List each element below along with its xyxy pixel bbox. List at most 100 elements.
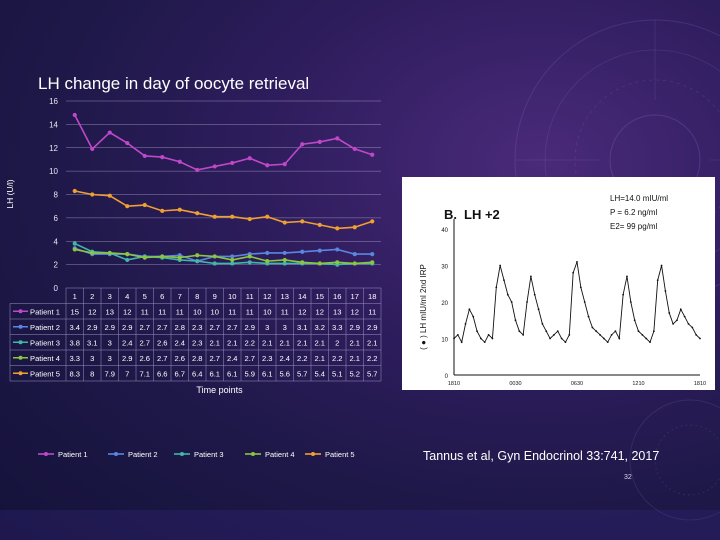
table-cell: 6.7 xyxy=(174,369,185,378)
legend-label: Patient 1 xyxy=(58,450,88,459)
data-point xyxy=(107,250,112,256)
table-cell: 12 xyxy=(351,307,359,316)
table-cell: 2.1 xyxy=(279,338,290,347)
x-axis-title: Time points xyxy=(196,385,243,395)
data-point xyxy=(160,208,165,213)
table-cell: 2.9 xyxy=(367,323,378,332)
table-cell: 6.6 xyxy=(157,369,168,378)
table-cell: 8.3 xyxy=(69,369,80,378)
table-cell: 2.2 xyxy=(332,354,343,363)
legend-marker xyxy=(180,452,184,456)
figure-x-tick: 1810 xyxy=(694,381,706,387)
lh-pulse-point xyxy=(568,333,571,336)
legend-item-patient-3: Patient 3 xyxy=(174,450,224,459)
y-tick-label: 10 xyxy=(49,167,58,176)
legend-item-patient-5: Patient 5 xyxy=(305,450,355,459)
table-cell: 11 xyxy=(281,307,289,316)
data-point xyxy=(107,193,112,198)
table-cell: 2.2 xyxy=(244,338,255,347)
lh-pulse-point xyxy=(629,301,632,303)
table-cell: 12 xyxy=(88,307,96,316)
table-cell: 2.2 xyxy=(297,354,308,363)
y-tick-label: 2 xyxy=(54,261,59,270)
lh-pulse-point xyxy=(691,326,694,329)
data-point xyxy=(282,250,287,256)
table-cell: 2 xyxy=(335,338,339,347)
y-axis-label: LH (U/l) xyxy=(5,179,15,208)
lh-pulse-point xyxy=(606,341,609,344)
table-cell: 3.4 xyxy=(69,323,80,332)
figure-x-tick: 0030 xyxy=(509,381,521,387)
lh-pulse-point xyxy=(699,337,701,340)
table-header-cell: 4 xyxy=(125,292,129,301)
data-point xyxy=(352,225,357,230)
table-cell: 2.7 xyxy=(227,323,238,332)
data-point xyxy=(125,257,130,263)
lh-pulse-point xyxy=(529,275,532,278)
table-cell: 5.7 xyxy=(367,369,378,378)
lh-pulse-point xyxy=(626,275,628,278)
table-header-cell: 14 xyxy=(298,292,306,301)
lh-pulse-point xyxy=(652,330,655,333)
data-point xyxy=(177,207,182,212)
lh-pulse-point xyxy=(522,333,525,336)
table-header-cell: 13 xyxy=(281,292,289,301)
lh-pulse-point xyxy=(656,279,659,281)
data-point xyxy=(300,142,305,147)
series-line-patient-2 xyxy=(74,247,373,262)
row-legend-marker xyxy=(18,355,23,360)
data-point xyxy=(282,162,287,167)
y-tick-label: 14 xyxy=(49,120,58,129)
table-cell: 10 xyxy=(193,307,201,316)
lh-pulse-point xyxy=(637,330,640,333)
lh-pulse-point xyxy=(541,323,544,325)
table-header-cell: 17 xyxy=(351,292,359,301)
table-row-label: Patient 2 xyxy=(30,323,60,332)
lh-pulse-point xyxy=(460,341,463,344)
y-tick-label: 0 xyxy=(54,284,59,293)
lh-pulse-point xyxy=(453,337,455,340)
table-cell: 2.7 xyxy=(157,323,168,332)
lh-pulse-point xyxy=(549,337,551,340)
lh-pulse-point xyxy=(556,330,559,333)
table-header-cell: 8 xyxy=(195,292,199,301)
figure-y-tick: 40 xyxy=(441,228,448,234)
table-header-cell: 2 xyxy=(90,292,94,301)
table-header-cell: 7 xyxy=(178,292,182,301)
table-header-cell: 6 xyxy=(160,292,164,301)
table-header-cell: 18 xyxy=(368,292,376,301)
lh-pulse-point xyxy=(480,337,482,340)
lh-pulse-point xyxy=(695,333,698,336)
data-point xyxy=(230,254,235,259)
data-point xyxy=(317,222,322,227)
table-cell: 2.1 xyxy=(314,354,325,363)
lh-pulse-point xyxy=(464,323,467,325)
table-row-label: Patient 3 xyxy=(30,338,60,347)
figure-stat: P = 6.2 ng/ml xyxy=(610,208,657,217)
data-point xyxy=(230,214,235,219)
lh-pulse-point xyxy=(514,319,517,322)
data-point xyxy=(352,146,357,152)
table-cell: 5.6 xyxy=(279,369,290,378)
table-cell: 11 xyxy=(176,307,184,316)
table-cell: 2.1 xyxy=(349,338,360,347)
table-cell: 10 xyxy=(263,307,271,316)
table-cell: 5.1 xyxy=(332,369,343,378)
table-row-label: Patient 5 xyxy=(30,369,60,378)
table-cell: 5.7 xyxy=(297,369,308,378)
table-row-label: Patient 4 xyxy=(30,354,60,363)
lh-pulse-point xyxy=(687,323,690,325)
data-point xyxy=(247,156,252,161)
data-point xyxy=(370,252,375,257)
lh-pulse-point xyxy=(572,271,575,274)
data-point xyxy=(247,216,252,222)
y-tick-label: 4 xyxy=(54,237,59,246)
data-point xyxy=(230,160,235,166)
y-tick-label: 16 xyxy=(49,97,58,106)
lh-pulse-point xyxy=(526,301,528,303)
table-cell: 2.1 xyxy=(314,338,325,347)
data-point xyxy=(335,247,340,252)
lh-pulse-point xyxy=(476,330,478,333)
row-legend-marker xyxy=(18,340,23,345)
data-point xyxy=(142,153,147,159)
